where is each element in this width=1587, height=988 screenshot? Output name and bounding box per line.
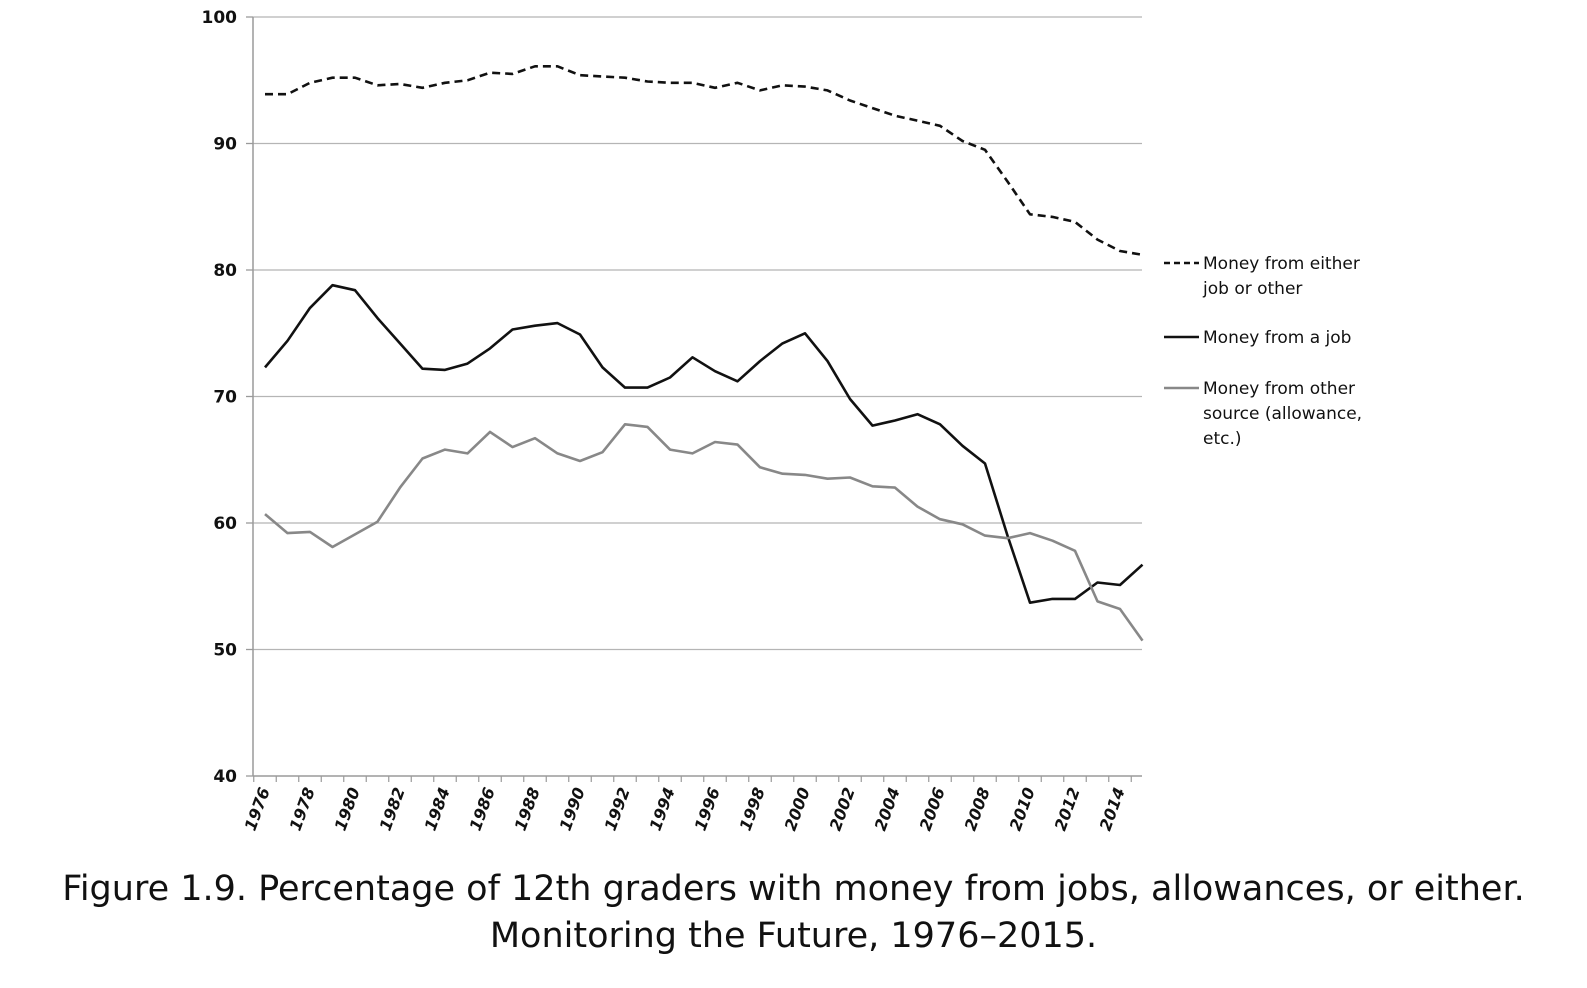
- x-tick-label-2008: 2008: [961, 785, 994, 833]
- x-tick-label-2006: 2006: [916, 785, 949, 833]
- legend-label-3-line-3: etc.): [1203, 429, 1242, 449]
- x-tick-label-1982: 1982: [376, 785, 409, 833]
- x-tick-label-1988: 1988: [511, 785, 544, 833]
- x-tick-labels: 1976 1978 1980 1982 1984 1986 1988 1990 1992 1994…: [241, 776, 1132, 833]
- x-tick-label-2000: 2000: [781, 785, 814, 833]
- y-tick-label-50: 50: [213, 641, 237, 661]
- x-tick-label-1986: 1986: [466, 785, 499, 833]
- y-tick-label-60: 60: [213, 514, 237, 534]
- legend-label-3-line-1: Money from other: [1203, 379, 1355, 399]
- caption-line-1: Figure 1.9. Percentage of 12th graders w…: [62, 869, 1525, 909]
- x-tick-label-1980: 1980: [331, 785, 364, 833]
- y-tick-labels: 40 50 60 70 80 90 100: [202, 8, 253, 787]
- x-tick-label-2002: 2002: [826, 785, 859, 833]
- series-line-3: [264, 422, 1144, 642]
- series-lines: [264, 65, 1144, 642]
- legend: Money from either job or other Money from …: [1164, 254, 1362, 449]
- line-chart: 40 50 60 70 80 90 100 1976 1978 1980 1982 1984 1986…: [202, 8, 1363, 833]
- x-tick-label-2004: 2004: [871, 785, 904, 833]
- gridlines: [253, 16, 1142, 651]
- x-tick-label-1984: 1984: [421, 785, 454, 833]
- x-tick-label-1990: 1990: [556, 785, 589, 833]
- x-tick-label-1994: 1994: [646, 785, 679, 833]
- x-tick-label-1978: 1978: [286, 785, 319, 833]
- legend-label-2-line-1: Money from a job: [1203, 328, 1351, 348]
- y-tick-label-70: 70: [213, 388, 237, 408]
- y-tick-label-80: 80: [213, 261, 237, 281]
- legend-label-1-line-2: job or other: [1202, 279, 1302, 299]
- y-tick-label-40: 40: [213, 767, 237, 787]
- x-tick-label-1992: 1992: [601, 785, 634, 833]
- x-tick-label-2014: 2014: [1096, 785, 1129, 833]
- y-tick-label-100: 100: [202, 8, 238, 28]
- x-tick-label-2010: 2010: [1006, 785, 1039, 833]
- x-tick-label-2012: 2012: [1051, 785, 1084, 833]
- caption-line-2: Monitoring the Future, 1976–2015.: [489, 916, 1098, 956]
- figure-caption: Figure 1.9. Percentage of 12th graders w…: [0, 866, 1587, 960]
- legend-label-1-line-1: Money from either: [1203, 254, 1360, 274]
- x-tick-label-1998: 1998: [736, 785, 769, 833]
- series-line-2: [264, 283, 1144, 605]
- y-tick-label-90: 90: [213, 135, 237, 155]
- x-tick-label-1976: 1976: [241, 785, 274, 833]
- series-line-1: [265, 65, 1143, 257]
- x-tick-label-1996: 1996: [691, 785, 724, 833]
- legend-label-3-line-2: source (allowance,: [1203, 404, 1362, 424]
